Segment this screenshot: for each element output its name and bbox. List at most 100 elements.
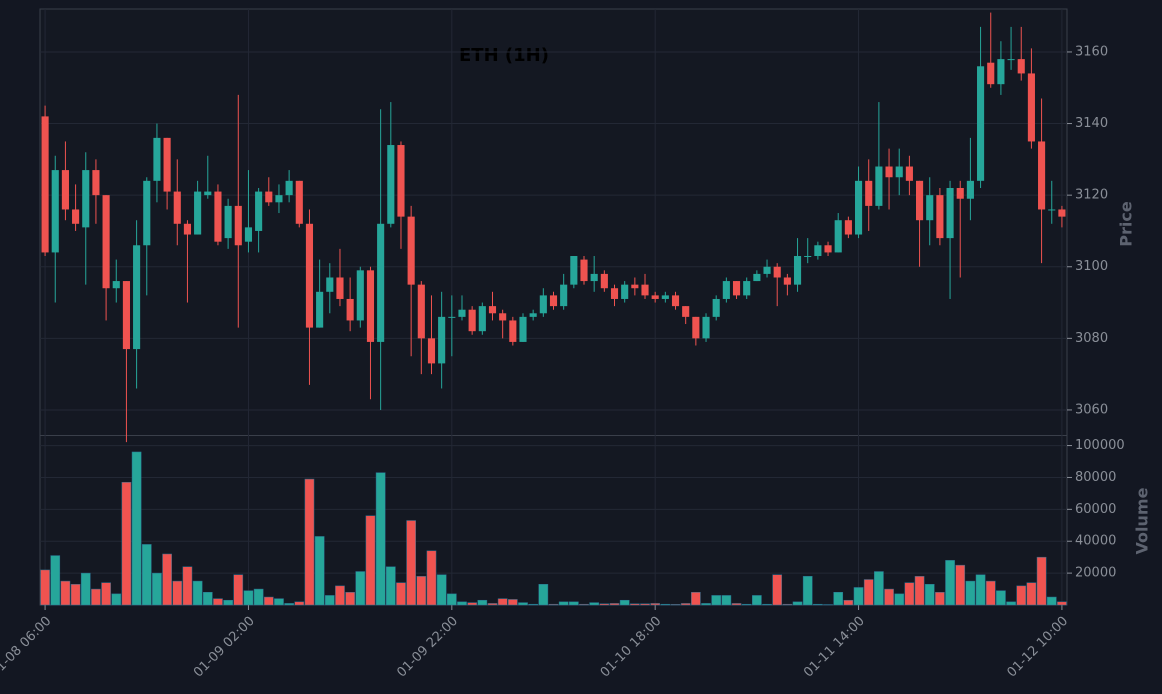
candle-body — [671, 295, 680, 307]
candle-body — [519, 316, 527, 342]
candle-body — [580, 259, 588, 282]
volume-bar — [650, 603, 661, 606]
candle-body — [682, 306, 690, 317]
volume-bar — [1026, 582, 1037, 606]
volume-bar — [345, 591, 355, 606]
volume-bar — [904, 582, 915, 606]
candle-body — [966, 180, 974, 199]
volume-bar — [162, 553, 172, 606]
candle-body — [956, 187, 964, 199]
volume-bar — [558, 601, 569, 606]
volume-bar — [833, 591, 844, 606]
volume-bar — [538, 584, 549, 606]
volume-bar — [813, 603, 823, 606]
candle-body — [885, 166, 893, 178]
candle-body — [194, 191, 202, 235]
volume-bar — [314, 536, 325, 606]
candle-body — [936, 195, 944, 239]
candle-body — [244, 227, 253, 242]
candle-body — [763, 266, 771, 274]
volume-bar — [945, 560, 955, 606]
volume-bar — [304, 478, 315, 606]
volume-bar — [91, 588, 101, 606]
candle-body — [509, 320, 517, 342]
volume-bar — [436, 574, 447, 606]
candle-body — [468, 309, 476, 332]
volume-bar — [670, 604, 681, 606]
candle-body — [163, 137, 171, 192]
volume-bar — [955, 564, 966, 606]
candle-body — [448, 316, 456, 318]
volume-bar — [385, 566, 396, 606]
volume-bar — [396, 582, 406, 606]
candle-body — [143, 180, 151, 246]
volume-bar — [528, 603, 538, 606]
volume-bar — [172, 580, 183, 606]
candle-body — [112, 281, 120, 289]
candle-body — [366, 270, 375, 342]
volume-bar — [782, 603, 793, 606]
volume-bar — [752, 595, 762, 606]
volume-bar — [741, 603, 752, 606]
candle-body — [285, 180, 293, 196]
volume-bar — [802, 576, 813, 606]
x-tick-label: 01-09 02:00 — [191, 614, 258, 681]
candle-body — [844, 220, 852, 235]
volume-bar — [935, 591, 945, 606]
candle-body — [702, 316, 710, 339]
candle-body — [753, 273, 761, 282]
candle-body — [1027, 73, 1035, 142]
candle-body — [122, 281, 130, 350]
volume-bar — [416, 576, 427, 606]
y-tick-label: 3120 — [1075, 188, 1108, 203]
y-tick-label: 3100 — [1075, 259, 1108, 274]
volume-bar — [60, 580, 71, 606]
volume-bar — [375, 472, 386, 606]
volume-bar — [640, 603, 650, 606]
volume-bar — [924, 584, 935, 606]
volume-bar — [853, 587, 864, 606]
candle-body — [692, 316, 700, 339]
candle-body — [916, 180, 924, 221]
volume-bar — [446, 593, 457, 606]
candle-body — [621, 284, 629, 299]
volume-tick-label: 100000 — [1075, 438, 1125, 453]
volume-bar — [253, 588, 264, 606]
volume-axis-label: Volume — [1133, 487, 1152, 554]
volume-bar — [762, 603, 772, 606]
candle-body — [41, 116, 49, 253]
volume-bar — [772, 574, 783, 606]
volume-bar — [487, 603, 498, 606]
candle-body — [661, 295, 669, 299]
volume-bar — [263, 596, 274, 606]
volume-bar — [884, 588, 894, 606]
x-tick-label: 01-11 14:00 — [801, 614, 868, 681]
volume-bar — [508, 599, 518, 606]
candle-body — [651, 295, 659, 299]
volume-bar — [721, 595, 732, 606]
candle-body — [346, 298, 354, 321]
candle-body — [326, 277, 334, 292]
volume-bar — [80, 572, 91, 606]
volume-bar — [192, 580, 203, 606]
volume-bar — [1016, 585, 1027, 606]
candle-body — [773, 266, 781, 278]
candle-body — [997, 59, 1005, 85]
volume-bar — [152, 572, 162, 606]
volume-bar — [691, 591, 701, 606]
candle-body — [1007, 59, 1015, 61]
candle-body — [214, 191, 222, 242]
candle-body — [641, 284, 649, 296]
candle-body — [865, 180, 873, 206]
volume-bar — [985, 580, 996, 606]
volume-bar — [1036, 556, 1047, 606]
volume-bar — [457, 601, 467, 606]
volume-bar — [874, 571, 884, 606]
volume-bar — [111, 593, 122, 606]
volume-bar — [243, 590, 254, 606]
volume-bar — [680, 603, 691, 606]
volume-bar — [233, 574, 244, 606]
volume-bar — [619, 599, 630, 606]
candle-body — [488, 306, 497, 314]
volume-bar — [731, 603, 742, 606]
